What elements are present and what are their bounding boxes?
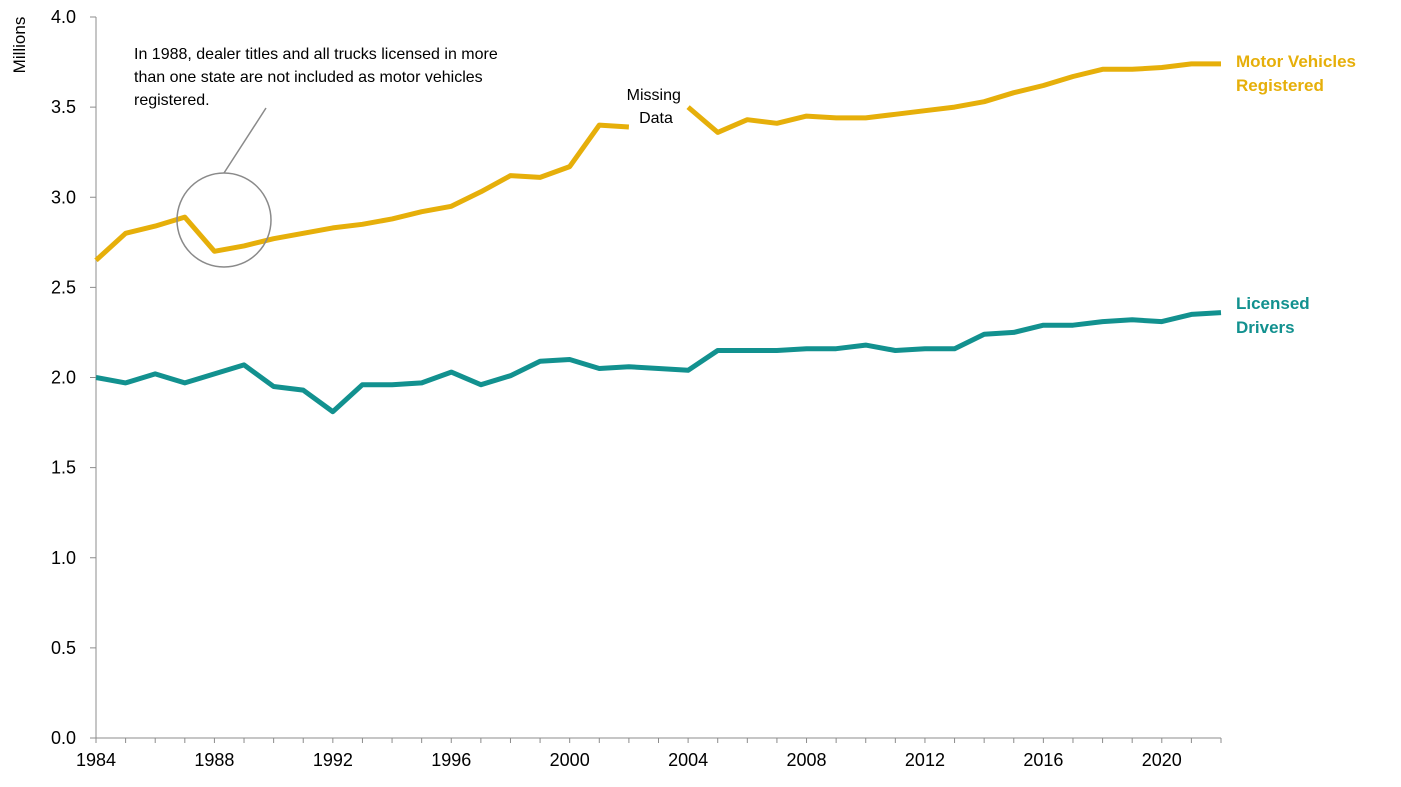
x-tick-label: 1988 [194, 750, 234, 770]
callout-line [223, 107, 267, 174]
y-tick-label: 0.5 [51, 638, 76, 658]
y-tick-label: 1.5 [51, 458, 76, 478]
y-tick-label: 2.5 [51, 277, 76, 297]
licensed-drivers-label-line-2: Drivers [1236, 318, 1295, 337]
x-tick-label: 2008 [787, 750, 827, 770]
note-line-3: registered. [134, 92, 210, 109]
highlight-circle [176, 172, 272, 268]
missing-line-2: Data [639, 110, 673, 127]
licensed-drivers-label: Licensed Drivers [1236, 294, 1314, 337]
series-lines [94, 61, 1222, 415]
motor-vehicles-label-line-2: Registered [1236, 76, 1324, 95]
series-labels: Motor Vehicles Registered Licensed Drive… [1236, 52, 1361, 337]
missing-data-label: Missing Data [627, 87, 686, 127]
x-tick-label: 1996 [431, 750, 471, 770]
y-ticks: 0.0 0.5 1.0 1.5 2.0 2.5 3.0 3.5 4.0 [51, 7, 96, 748]
y-tick-label: 4.0 [51, 7, 76, 27]
annotations: In 1988, dealer titles and all trucks li… [134, 46, 686, 268]
note-text: In 1988, dealer titles and all trucks li… [134, 46, 502, 109]
x-tick-label: 2016 [1023, 750, 1063, 770]
note-line-2: than one state are not included as motor… [134, 69, 483, 86]
motor-vehicles-label-line-1: Motor Vehicles [1236, 52, 1356, 71]
x-tick-label: 1992 [313, 750, 353, 770]
y-tick-label: 1.0 [51, 548, 76, 568]
x-tick-label: 1984 [76, 750, 116, 770]
x-tick-label: 2004 [668, 750, 708, 770]
y-tick-label: 2.0 [51, 368, 76, 388]
y-axis-title: Millions [10, 17, 29, 74]
y-tick-label: 3.5 [51, 97, 76, 117]
x-tick-label: 2020 [1142, 750, 1182, 770]
y-tick-label: 0.0 [51, 728, 76, 748]
motor-vehicles-label: Motor Vehicles Registered [1236, 52, 1361, 95]
y-tick-label: 3.0 [51, 187, 76, 207]
note-line-1: In 1988, dealer titles and all trucks li… [134, 46, 498, 63]
licensed-drivers-line-segment-1 [95, 310, 1222, 415]
motor-vehicles-line-segment-1 [94, 122, 630, 263]
x-tick-label: 2000 [550, 750, 590, 770]
motor-vehicles-line-segment-2 [686, 61, 1221, 135]
missing-line-1: Missing [627, 87, 681, 104]
licensed-drivers-label-line-1: Licensed [1236, 294, 1310, 313]
x-tick-label: 2012 [905, 750, 945, 770]
x-ticks: 1984 1988 1992 1996 2000 2004 2008 2012 2016 2020 [76, 738, 1222, 770]
